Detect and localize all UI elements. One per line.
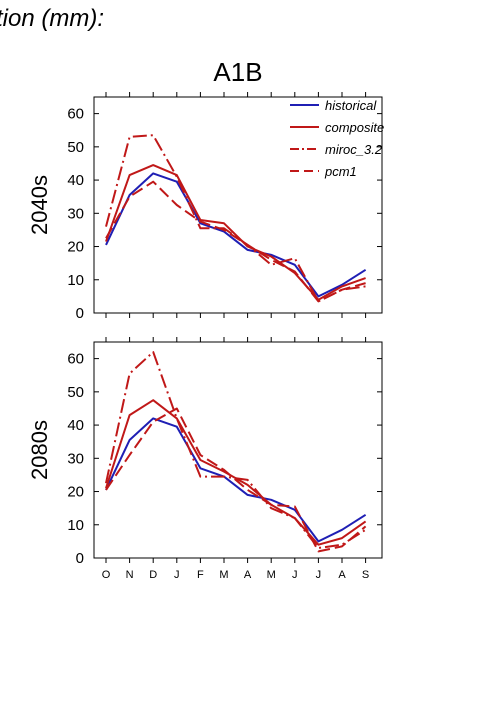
y-tick-label: 50: [67, 384, 84, 401]
legend-label: historical: [325, 98, 377, 113]
y-tick-label: 20: [67, 239, 84, 256]
y-tick-label: 50: [67, 139, 84, 156]
x-tick-label: M: [267, 569, 276, 581]
x-tick-label: M: [219, 569, 228, 581]
y-tick-label: 0: [76, 305, 84, 322]
y-tick-label: 60: [67, 106, 84, 123]
y-tick-label: 40: [67, 417, 84, 434]
legend-label: pcm1: [324, 164, 357, 179]
scenario-title: A1B: [213, 57, 262, 87]
x-tick-label: J: [174, 569, 180, 581]
figure-title: tion (mm):: [0, 5, 104, 32]
y-tick-label: 40: [67, 172, 84, 189]
plot-frame: [93, 96, 383, 314]
y-tick-label: 10: [67, 272, 84, 289]
x-tick-label: F: [197, 569, 204, 581]
legend-label: composite: [325, 120, 384, 135]
series-line-pcm1: [105, 407, 367, 553]
x-tick-label: S: [362, 569, 369, 581]
x-tick-label: J: [292, 569, 298, 581]
x-tick-label: J: [316, 569, 322, 581]
series-line-composite: [105, 399, 367, 546]
x-tick-label: O: [102, 569, 111, 581]
x-tick-label: D: [149, 569, 157, 581]
legend: historical composite miroc_3.2 pcm1: [290, 98, 384, 179]
y-tick-label: 60: [67, 351, 84, 368]
y-tick-label: 0: [76, 550, 84, 567]
series-line-miroc-3-2: [105, 351, 367, 549]
y-tick-label: 30: [67, 205, 84, 222]
series-line-historical: [105, 417, 367, 543]
x-tick-label: N: [126, 569, 134, 581]
series-line-pcm1: [105, 180, 366, 303]
x-tick-label: A: [244, 569, 252, 581]
row-label: 2080s: [27, 420, 52, 480]
panel-2080s: 0 10 20 30 40 50 60 O N D J F M A M J J A S 2080s: [27, 337, 383, 581]
row-label: 2040s: [27, 175, 52, 235]
legend-label: miroc_3.2: [325, 142, 383, 157]
y-tick-label: 20: [67, 484, 84, 501]
x-tick-label: A: [338, 569, 346, 581]
series-line-historical: [105, 172, 367, 298]
series-line-miroc-3-2: [105, 134, 366, 303]
y-tick-label: 30: [67, 450, 84, 467]
y-tick-label: 10: [67, 517, 84, 534]
plot-frame: [93, 341, 383, 559]
panel-2040s: 0 10 20 30 40 50 60 2040s: [27, 92, 383, 322]
series-line-composite: [105, 164, 366, 301]
